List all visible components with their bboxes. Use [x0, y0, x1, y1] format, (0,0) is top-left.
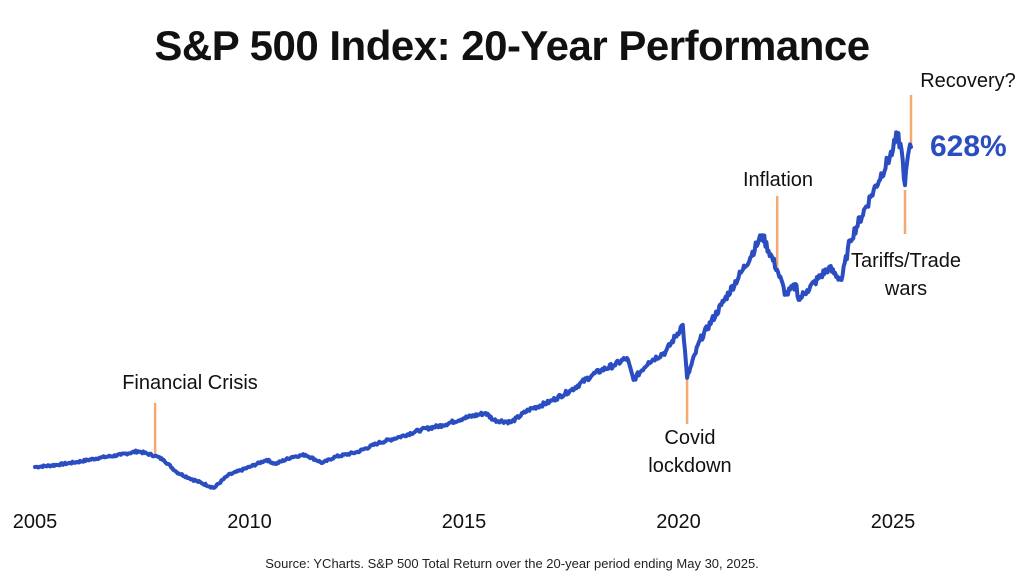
annotation-labels: Financial Crisis Covid lockdown Inflation Ta… — [122, 70, 1016, 477]
x-tick-label-2010: 2010 — [227, 511, 272, 533]
series-line-sp500 — [33, 130, 913, 490]
x-tick-label-2025: 2025 — [871, 511, 916, 533]
annotation-label-0: Financial Crisis — [122, 372, 258, 394]
x-tick-label-2015: 2015 — [442, 511, 487, 533]
chart-title: S&P 500 Index: 20-Year Performance — [154, 22, 870, 69]
annotation-label-2: Inflation — [743, 169, 813, 191]
annotation-label-3: Tariffs/Trade wars — [851, 250, 961, 300]
x-axis-ticks: 2005 2010 2015 2020 2025 — [13, 511, 916, 533]
annotation-label-4: Recovery? — [920, 70, 1016, 92]
source-note: Source: YCharts. S&P 500 Total Return ov… — [265, 556, 759, 571]
final-return-label: 628% — [930, 130, 1007, 163]
x-tick-label-2005: 2005 — [13, 511, 58, 533]
x-tick-label-2020: 2020 — [656, 511, 701, 533]
annotation-label-1: Covid lockdown — [648, 427, 731, 477]
annotation-lines — [153, 95, 913, 456]
